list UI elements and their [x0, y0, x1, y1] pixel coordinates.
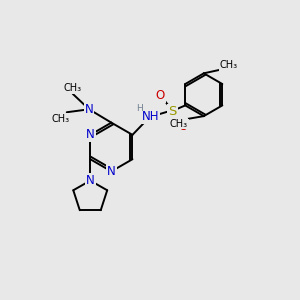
Text: S: S — [168, 105, 177, 118]
Text: CH₃: CH₃ — [169, 118, 187, 128]
Text: N: N — [107, 165, 116, 178]
Text: NH: NH — [142, 110, 159, 123]
Text: CH₃: CH₃ — [219, 60, 238, 70]
Text: CH₃: CH₃ — [51, 114, 69, 124]
Text: CH₃: CH₃ — [64, 83, 82, 94]
Text: N: N — [86, 174, 94, 187]
Text: O: O — [178, 120, 188, 133]
Text: N: N — [86, 128, 94, 141]
Text: H: H — [136, 103, 142, 112]
Text: O: O — [155, 89, 165, 102]
Text: N: N — [85, 103, 93, 116]
